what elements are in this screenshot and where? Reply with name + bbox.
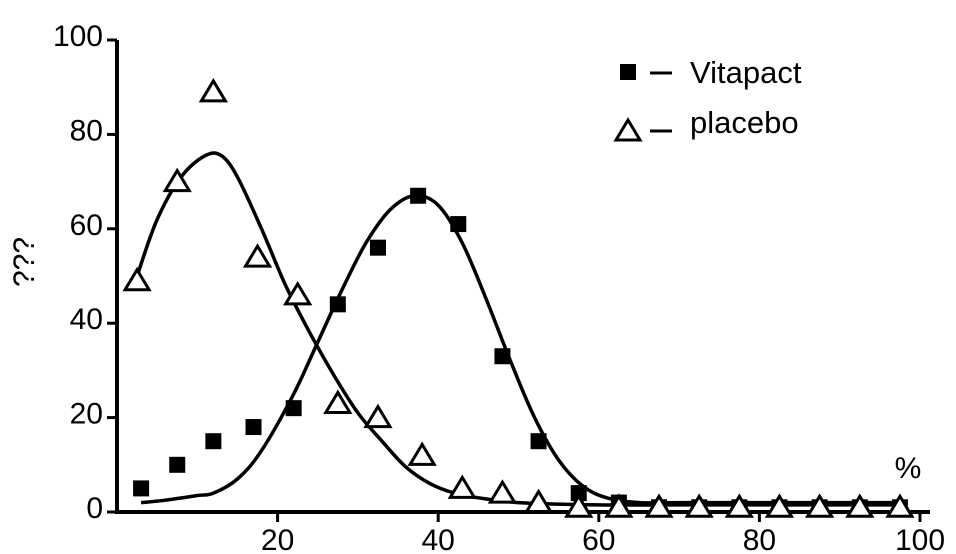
legend-marker-placebo [613, 117, 643, 142]
point-placebo [564, 493, 594, 518]
point-vitapact [530, 433, 547, 450]
y-tick-label: 80 [70, 114, 103, 147]
data-points [122, 78, 915, 518]
point-vitapact [169, 456, 186, 473]
point-placebo [684, 493, 714, 518]
legend-marker-vitapact [620, 64, 636, 80]
y-tick-label: 100 [53, 20, 103, 53]
x-tick-label: 80 [743, 524, 776, 554]
y-axis-label: ??? [8, 237, 41, 287]
legend: Vitapact placebo [613, 55, 802, 142]
tick-labels: 0 20 40 60 80 100 20 40 60 80 100 [53, 20, 945, 554]
point-placebo [804, 493, 835, 518]
point-placebo [407, 441, 437, 466]
point-placebo [363, 403, 393, 429]
point-vitapact [494, 348, 511, 365]
legend-item-placebo: placebo [613, 105, 799, 142]
fit-curve-placebo [135, 151, 896, 507]
axes [115, 40, 930, 514]
point-vitapact [245, 419, 262, 436]
point-vitapact [369, 239, 386, 256]
y-tick-label: 40 [70, 303, 103, 336]
point-placebo [283, 280, 313, 306]
point-placebo [523, 488, 554, 514]
point-placebo [122, 266, 152, 292]
x-tick-label: 60 [582, 524, 615, 554]
point-vitapact [410, 187, 427, 204]
point-placebo [242, 243, 273, 268]
point-vitapact [450, 216, 467, 233]
y-tick-label: 0 [86, 492, 103, 525]
fit-curves [135, 151, 896, 507]
x-axis-label: % [895, 452, 922, 485]
x-tick-label: 40 [422, 524, 455, 554]
point-vitapact [570, 485, 587, 502]
point-placebo [764, 493, 795, 518]
point-placebo [644, 493, 674, 518]
point-placebo [162, 167, 192, 193]
y-tick-label: 20 [70, 398, 103, 431]
legend-item-vitapact: Vitapact [620, 55, 802, 90]
y-tick-label: 60 [70, 209, 103, 242]
point-vitapact [205, 433, 222, 450]
point-placebo [323, 389, 353, 414]
point-placebo [845, 493, 875, 518]
legend-label-vitapact: Vitapact [690, 55, 802, 90]
point-placebo [604, 493, 634, 518]
point-vitapact [329, 296, 346, 313]
fit-curve-vitapact [140, 193, 896, 505]
point-placebo [724, 493, 754, 518]
point-vitapact [285, 400, 302, 417]
point-placebo [885, 493, 915, 518]
point-placebo [447, 474, 477, 499]
legend-label-placebo: placebo [690, 105, 799, 140]
point-vitapact [133, 480, 150, 497]
x-tick-label: 20 [261, 524, 294, 554]
point-placebo [487, 479, 518, 504]
point-placebo [198, 78, 229, 103]
x-tick-label: 100 [895, 524, 945, 554]
